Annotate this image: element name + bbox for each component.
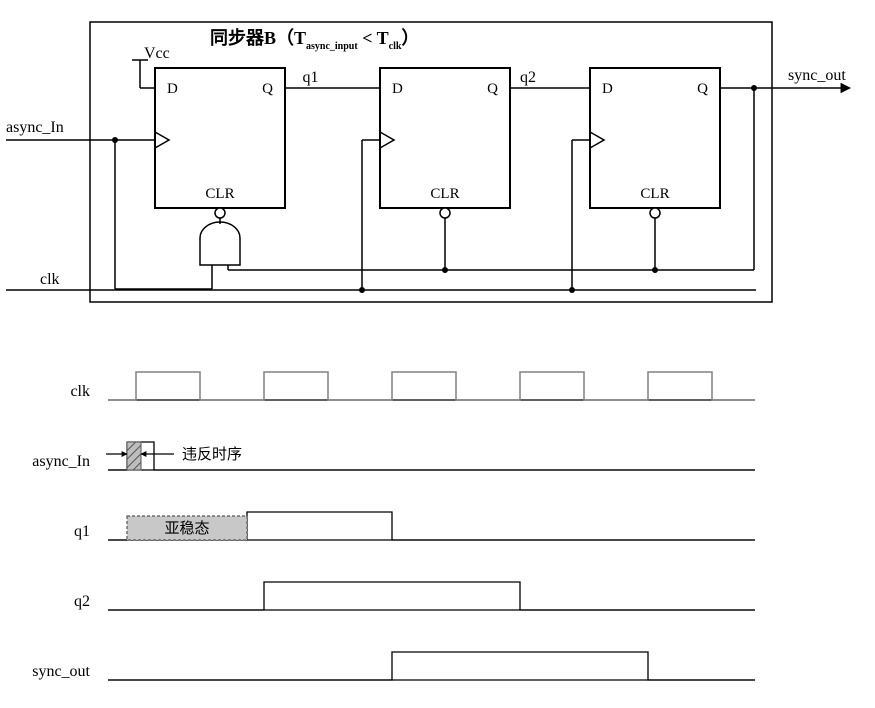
metastable-label: 亚稳态 <box>164 520 209 537</box>
net-q1: q1 <box>303 69 319 86</box>
wave-label-sync_out: sync_out <box>32 663 90 680</box>
pin-q-2: Q <box>487 81 498 97</box>
pin-d-2: D <box>392 81 403 97</box>
pin-clr-1: CLR <box>205 186 234 202</box>
clr-bubble-3 <box>650 208 660 218</box>
and-gate <box>200 222 240 265</box>
clk-label: clk <box>40 271 60 288</box>
vcc-label: Vcc <box>144 45 170 62</box>
wave-label-q2: q2 <box>74 593 90 610</box>
clr-bubble-1 <box>215 208 225 218</box>
pin-clr-2: CLR <box>430 186 459 202</box>
wave-clk <box>108 372 755 400</box>
wave-label-q1: q1 <box>74 523 90 540</box>
violation-hatch <box>127 442 141 470</box>
pin-q-1: Q <box>262 81 273 97</box>
pin-clr-3: CLR <box>640 186 669 202</box>
violation-text: 违反时序 <box>182 446 242 463</box>
pin-d-3: D <box>602 81 613 97</box>
clr-bubble-2 <box>440 208 450 218</box>
sync-out-label: sync_out <box>788 67 846 84</box>
pin-q-3: Q <box>697 81 708 97</box>
wave-label-clk: clk <box>70 383 90 400</box>
wave-q2 <box>108 582 755 610</box>
pin-d-1: D <box>167 81 178 97</box>
wave-sync_out <box>108 652 755 680</box>
net-q2: q2 <box>520 69 536 86</box>
async-in-label: async_In <box>6 119 64 136</box>
wave-label-async_In: async_In <box>32 453 90 470</box>
title: 同步器B（Tasync_input < Tclk） <box>210 27 419 52</box>
